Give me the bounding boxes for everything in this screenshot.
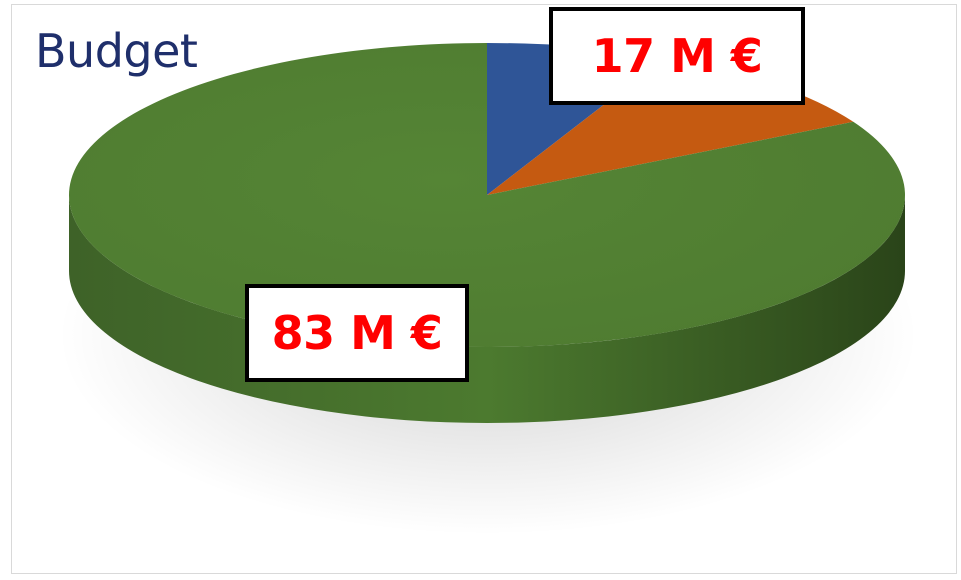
data-label-17m: 17 M € [549, 7, 805, 105]
pie-slice-green [68, 43, 906, 348]
chart-title: Budget [35, 24, 198, 78]
data-label-83m: 83 M € [245, 284, 469, 382]
